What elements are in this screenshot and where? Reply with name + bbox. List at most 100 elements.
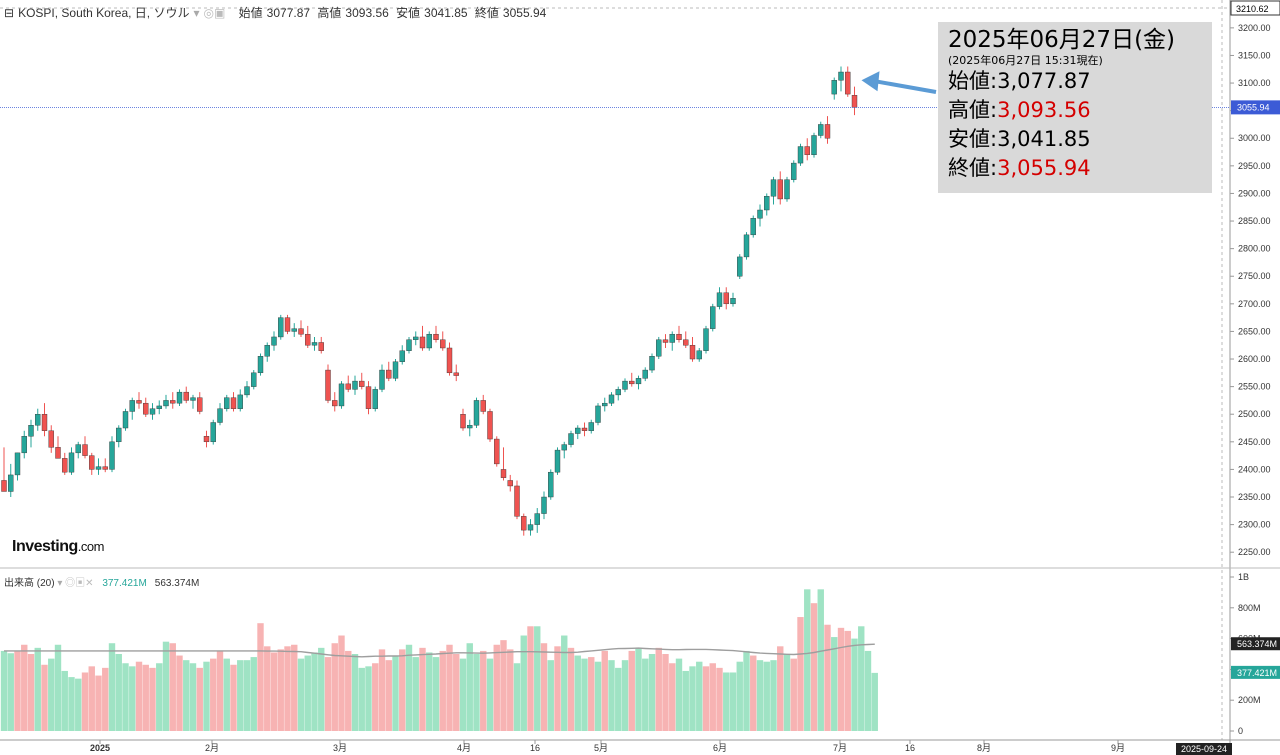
volume-bar (797, 617, 804, 731)
volume-bar (513, 663, 521, 731)
dropdown-caret-icon[interactable]: ▾ (54, 578, 66, 589)
volume-bar (297, 658, 305, 731)
candle-body (676, 333, 682, 340)
candle-body (764, 196, 770, 211)
candle-body (689, 345, 696, 360)
candle-body (534, 513, 540, 525)
volume-bar (615, 667, 622, 731)
volume-bar (439, 650, 446, 731)
price-tick-label: 2250.00 (1238, 547, 1271, 557)
price-tick-label: 2750.00 (1238, 271, 1271, 281)
time-tick-label: 16 (530, 743, 540, 753)
candle-body (804, 146, 810, 156)
candle-body (824, 124, 831, 139)
candle-body (271, 336, 277, 346)
time-tick-label: 2025 (90, 743, 110, 753)
candle-body (305, 333, 311, 346)
candle-body (851, 95, 858, 108)
volume-bar (378, 649, 386, 731)
time-tick-label: 16 (905, 743, 915, 753)
candle-body (365, 386, 372, 409)
volume-bar (696, 661, 703, 731)
volume-bar (642, 658, 649, 731)
candle-body (237, 394, 243, 409)
time-tick-label: 6月 (713, 743, 727, 753)
volume-bar (318, 647, 325, 731)
price-tick-label: 2800.00 (1238, 244, 1271, 254)
volume-bar (824, 624, 831, 731)
candle-body (595, 405, 601, 423)
volume-bar (635, 647, 642, 731)
volume-bar (608, 660, 615, 731)
collapse-icon[interactable]: ⊟ (4, 6, 15, 20)
candle-body (696, 350, 702, 360)
volume-bar (432, 657, 440, 731)
volume-bar (783, 654, 791, 731)
volume-bar (547, 660, 554, 731)
candle-body (230, 397, 237, 409)
candle-body (143, 402, 149, 415)
price-tick-label: 2900.00 (1238, 188, 1271, 198)
volume-bar (561, 635, 568, 731)
info-box: 2025年06月27日(金) (2025年06月27日 15:31現在) 始値:… (938, 22, 1212, 193)
candle-body (332, 400, 338, 407)
candle-body (845, 71, 851, 95)
volume-bar (34, 647, 41, 731)
volume-value: 377.421M (102, 578, 147, 589)
candle-body (608, 394, 615, 404)
volume-bar (648, 654, 656, 731)
candle-body (68, 452, 75, 473)
candle-body (784, 179, 790, 200)
candle-body (770, 179, 777, 197)
volume-bar (88, 666, 95, 731)
candle-body (757, 209, 763, 219)
candle-body (500, 469, 507, 478)
investing-logo: Investing.com (12, 538, 104, 555)
candle-body (176, 391, 183, 404)
volume-bar (27, 654, 35, 731)
price-tick-label: 2650.00 (1238, 326, 1271, 336)
volume-bar (399, 649, 406, 731)
high-label: 高値 (317, 6, 342, 20)
settings-icons[interactable]: ◎▣ (203, 6, 226, 20)
volume-bar (574, 655, 581, 731)
time-tick-label: 5月 (594, 743, 608, 753)
volume-tick-label: 800M (1238, 603, 1261, 613)
candle-body (122, 411, 129, 429)
volume-bar (750, 655, 757, 731)
volume-bar (716, 667, 723, 731)
open-value: 3077.87 (266, 6, 311, 20)
time-tick-label: 2月 (205, 743, 219, 753)
volume-bar (453, 654, 460, 731)
time-tick-label: 7月 (833, 743, 847, 753)
candle-body (129, 400, 135, 412)
candle-body (683, 339, 689, 346)
volume-header: 出来高 (20) ▾ ◎▣✕ 377.421M 563.374M (4, 574, 199, 589)
settings-icons[interactable]: ◎▣✕ (65, 578, 94, 589)
last-price-label: 3055.94 (1237, 102, 1270, 112)
high-value: 3093.56 (345, 6, 389, 20)
price-tick-label: 2950.00 (1238, 161, 1271, 171)
candle-body (710, 306, 716, 329)
dropdown-caret-icon[interactable]: ▾ (193, 6, 200, 20)
candle-body (345, 383, 351, 390)
volume-bar (311, 652, 318, 731)
volume-bar (628, 650, 635, 731)
volume-badge-label: 377.421M (1237, 668, 1277, 678)
volume-bar (331, 643, 338, 731)
volume-bar (358, 667, 365, 731)
candle-body (41, 414, 48, 431)
candle-body (743, 234, 750, 258)
volume-bar (21, 644, 28, 731)
volume-bar (527, 626, 534, 731)
candle-body (264, 345, 270, 357)
volume-bar (95, 675, 102, 731)
candle-body (629, 380, 635, 385)
candle-body (446, 347, 453, 374)
volume-bar (115, 654, 122, 731)
low-value: 3041.85 (424, 6, 468, 20)
candle-body (35, 414, 41, 426)
candle-body (190, 397, 196, 401)
candle-body (257, 356, 264, 374)
